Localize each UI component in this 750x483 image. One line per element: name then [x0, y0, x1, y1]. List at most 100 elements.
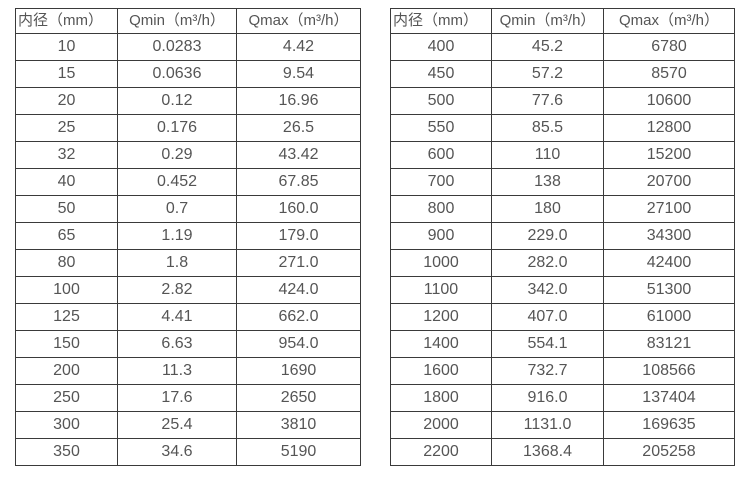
- column-header-qmin: Qmin（m³/h）: [491, 8, 604, 34]
- flow-table-large-diameters: 内径（mm） Qmin（m³/h） Qmax（m³/h） 400 45.2 6780…: [390, 8, 735, 466]
- table-cell: 100: [15, 276, 118, 304]
- table-cell: 2200: [390, 438, 492, 466]
- table-cell: 50: [15, 195, 118, 223]
- table-cell: 2.82: [117, 276, 237, 304]
- table-cell: 0.0283: [117, 33, 237, 61]
- table-cell: 20700: [603, 168, 735, 196]
- table-cell: 450: [390, 60, 492, 88]
- table-cell: 205258: [603, 438, 735, 466]
- table-cell: 10: [15, 33, 118, 61]
- table-cell: 0.0636: [117, 60, 237, 88]
- table-row: 200 11.3 1690: [15, 357, 361, 385]
- table-cell: 80: [15, 249, 118, 277]
- table-row: 100 2.82 424.0: [15, 276, 361, 304]
- table-cell: 180: [491, 195, 604, 223]
- table-row: 1000 282.0 42400: [390, 249, 735, 277]
- table-row: 1800 916.0 137404: [390, 384, 735, 412]
- table-cell: 2000: [390, 411, 492, 439]
- table-cell: 954.0: [236, 330, 361, 358]
- table-cell: 424.0: [236, 276, 361, 304]
- table-cell: 1200: [390, 303, 492, 331]
- table-cell: 15: [15, 60, 118, 88]
- table-cell: 250: [15, 384, 118, 412]
- table-cell: 2650: [236, 384, 361, 412]
- table-cell: 150: [15, 330, 118, 358]
- table-cell: 916.0: [491, 384, 604, 412]
- table-cell: 179.0: [236, 222, 361, 250]
- table-row: 600 110 15200: [390, 141, 735, 169]
- table-cell: 1800: [390, 384, 492, 412]
- column-header-inner-diameter: 内径（mm）: [15, 8, 118, 34]
- table-row: 550 85.5 12800: [390, 114, 735, 142]
- table-cell: 42400: [603, 249, 735, 277]
- table-cell: 40: [15, 168, 118, 196]
- table-cell: 125: [15, 303, 118, 331]
- table-cell: 0.176: [117, 114, 237, 142]
- table-cell: 1690: [236, 357, 361, 385]
- table-cell: 32: [15, 141, 118, 169]
- table-cell: 4.41: [117, 303, 237, 331]
- table-cell: 342.0: [491, 276, 604, 304]
- table-cell: 1400: [390, 330, 492, 358]
- table-cell: 200: [15, 357, 118, 385]
- table-row: 80 1.8 271.0: [15, 249, 361, 277]
- table-cell: 85.5: [491, 114, 604, 142]
- table-cell: 282.0: [491, 249, 604, 277]
- table-row: 400 45.2 6780: [390, 33, 735, 61]
- table-cell: 550: [390, 114, 492, 142]
- table-cell: 77.6: [491, 87, 604, 115]
- table-row: 800 180 27100: [390, 195, 735, 223]
- table-cell: 400: [390, 33, 492, 61]
- table-cell: 1.8: [117, 249, 237, 277]
- table-cell: 51300: [603, 276, 735, 304]
- table-row: 10 0.0283 4.42: [15, 33, 361, 61]
- table-cell: 6780: [603, 33, 735, 61]
- table-cell: 108566: [603, 357, 735, 385]
- table-cell: 4.42: [236, 33, 361, 61]
- table-cell: 271.0: [236, 249, 361, 277]
- table-cell: 1131.0: [491, 411, 604, 439]
- table-row: 40 0.452 67.85: [15, 168, 361, 196]
- table-cell: 43.42: [236, 141, 361, 169]
- table-cell: 500: [390, 87, 492, 115]
- column-header-qmin: Qmin（m³/h）: [117, 8, 237, 34]
- table-cell: 34.6: [117, 438, 237, 466]
- table-cell: 110: [491, 141, 604, 169]
- table-cell: 160.0: [236, 195, 361, 223]
- table-cell: 1600: [390, 357, 492, 385]
- table-cell: 900: [390, 222, 492, 250]
- table-cell: 10600: [603, 87, 735, 115]
- table-row: 450 57.2 8570: [390, 60, 735, 88]
- table-header-row: 内径（mm） Qmin（m³/h） Qmax（m³/h）: [390, 8, 735, 34]
- table-row: 250 17.6 2650: [15, 384, 361, 412]
- table-row: 900 229.0 34300: [390, 222, 735, 250]
- table-cell: 1368.4: [491, 438, 604, 466]
- table-body: 400 45.2 6780 450 57.2 8570 500 77.6 10600 550 85.…: [390, 33, 735, 466]
- table-cell: 34300: [603, 222, 735, 250]
- table-cell: 700: [390, 168, 492, 196]
- table-cell: 0.12: [117, 87, 237, 115]
- table-cell: 5190: [236, 438, 361, 466]
- table-row: 25 0.176 26.5: [15, 114, 361, 142]
- table-row: 2200 1368.4 205258: [390, 438, 735, 466]
- table-cell: 800: [390, 195, 492, 223]
- table-cell: 12800: [603, 114, 735, 142]
- table-cell: 27100: [603, 195, 735, 223]
- table-row: 1400 554.1 83121: [390, 330, 735, 358]
- table-cell: 600: [390, 141, 492, 169]
- table-row: 65 1.19 179.0: [15, 222, 361, 250]
- table-cell: 137404: [603, 384, 735, 412]
- table-cell: 6.63: [117, 330, 237, 358]
- table-cell: 26.5: [236, 114, 361, 142]
- table-cell: 554.1: [491, 330, 604, 358]
- column-header-qmax: Qmax（m³/h）: [236, 8, 361, 34]
- table-cell: 20: [15, 87, 118, 115]
- table-cell: 15200: [603, 141, 735, 169]
- table-cell: 65: [15, 222, 118, 250]
- table-cell: 169635: [603, 411, 735, 439]
- table-cell: 0.452: [117, 168, 237, 196]
- column-header-inner-diameter: 内径（mm）: [390, 8, 492, 34]
- table-cell: 0.7: [117, 195, 237, 223]
- table-cell: 1.19: [117, 222, 237, 250]
